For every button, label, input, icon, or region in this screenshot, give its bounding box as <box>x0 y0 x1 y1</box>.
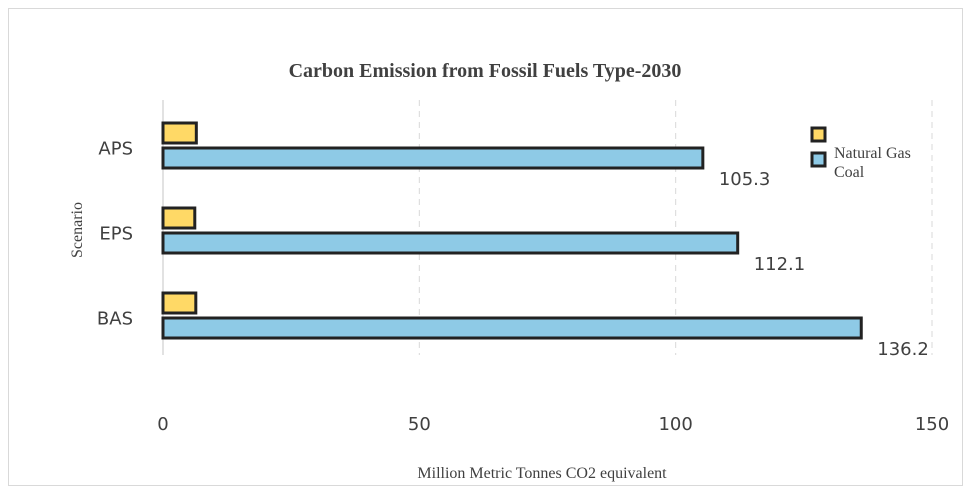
bar-coal-eps <box>161 231 740 255</box>
legend-swatch-coal <box>810 151 827 168</box>
x-tick-label: 0 <box>157 414 168 435</box>
category-label: APS <box>98 139 133 160</box>
chart-title: Carbon Emission from Fossil Fuels Type-2… <box>289 60 682 82</box>
x-axis-label: Million Metric Tonnes CO2 equivalent <box>417 465 667 482</box>
legend: Natural Gas Coal <box>810 126 911 181</box>
x-tick-labels: 0 50 100 150 <box>157 414 949 435</box>
legend-label-natural-gas: Natural Gas <box>834 145 911 162</box>
x-tick-label: 150 <box>915 414 949 435</box>
category-label: EPS <box>99 224 133 245</box>
bar-natural-gas-aps <box>161 121 198 145</box>
data-label: 105.3 <box>719 169 771 190</box>
data-label: 112.1 <box>754 254 806 275</box>
legend-swatch-natural-gas <box>810 126 827 143</box>
y-axis-label: Scenario <box>69 202 86 258</box>
x-tick-label: 100 <box>658 414 692 435</box>
bar-natural-gas-eps <box>161 206 197 230</box>
legend-label-coal: Coal <box>834 164 865 181</box>
bars <box>161 121 863 340</box>
data-labels: 105.3 112.1 136.2 <box>719 169 929 360</box>
data-label: 136.2 <box>877 339 929 360</box>
bar-coal-bas <box>161 316 863 340</box>
category-labels: APS EPS BAS <box>97 139 133 330</box>
bar-coal-aps <box>161 146 705 170</box>
x-tick-label: 50 <box>408 414 431 435</box>
bar-natural-gas-bas <box>161 291 198 315</box>
category-label: BAS <box>97 309 133 330</box>
